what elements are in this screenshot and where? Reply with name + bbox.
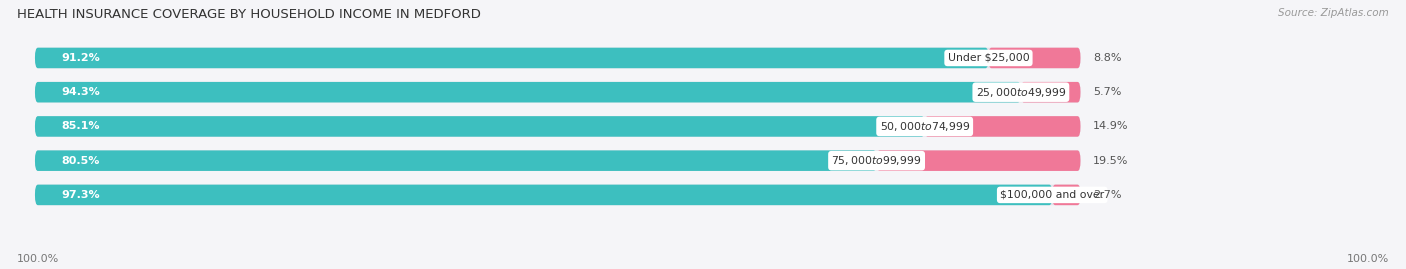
Text: 2.7%: 2.7% xyxy=(1092,190,1122,200)
Text: Under $25,000: Under $25,000 xyxy=(948,53,1029,63)
FancyBboxPatch shape xyxy=(35,150,876,171)
Text: 19.5%: 19.5% xyxy=(1092,156,1129,166)
FancyBboxPatch shape xyxy=(35,82,1021,102)
FancyBboxPatch shape xyxy=(1021,82,1080,102)
FancyBboxPatch shape xyxy=(35,185,1080,205)
Text: 94.3%: 94.3% xyxy=(60,87,100,97)
FancyBboxPatch shape xyxy=(35,82,1080,102)
FancyBboxPatch shape xyxy=(876,150,1080,171)
Text: 97.3%: 97.3% xyxy=(60,190,100,200)
Text: 14.9%: 14.9% xyxy=(1092,121,1129,132)
FancyBboxPatch shape xyxy=(925,116,1080,137)
Text: 5.7%: 5.7% xyxy=(1092,87,1122,97)
FancyBboxPatch shape xyxy=(988,48,1080,68)
FancyBboxPatch shape xyxy=(35,185,1052,205)
Text: 8.8%: 8.8% xyxy=(1092,53,1122,63)
FancyBboxPatch shape xyxy=(35,48,1080,68)
Text: Source: ZipAtlas.com: Source: ZipAtlas.com xyxy=(1278,8,1389,18)
FancyBboxPatch shape xyxy=(35,116,925,137)
Text: 85.1%: 85.1% xyxy=(60,121,100,132)
Text: $25,000 to $49,999: $25,000 to $49,999 xyxy=(976,86,1066,99)
Text: 80.5%: 80.5% xyxy=(60,156,100,166)
Text: $75,000 to $99,999: $75,000 to $99,999 xyxy=(831,154,922,167)
Text: 91.2%: 91.2% xyxy=(60,53,100,63)
FancyBboxPatch shape xyxy=(35,48,988,68)
FancyBboxPatch shape xyxy=(35,116,1080,137)
Text: $50,000 to $74,999: $50,000 to $74,999 xyxy=(880,120,970,133)
FancyBboxPatch shape xyxy=(1052,185,1080,205)
Text: HEALTH INSURANCE COVERAGE BY HOUSEHOLD INCOME IN MEDFORD: HEALTH INSURANCE COVERAGE BY HOUSEHOLD I… xyxy=(17,8,481,21)
FancyBboxPatch shape xyxy=(35,150,1080,171)
Text: $100,000 and over: $100,000 and over xyxy=(1000,190,1104,200)
Text: 100.0%: 100.0% xyxy=(17,254,59,264)
Text: 100.0%: 100.0% xyxy=(1347,254,1389,264)
